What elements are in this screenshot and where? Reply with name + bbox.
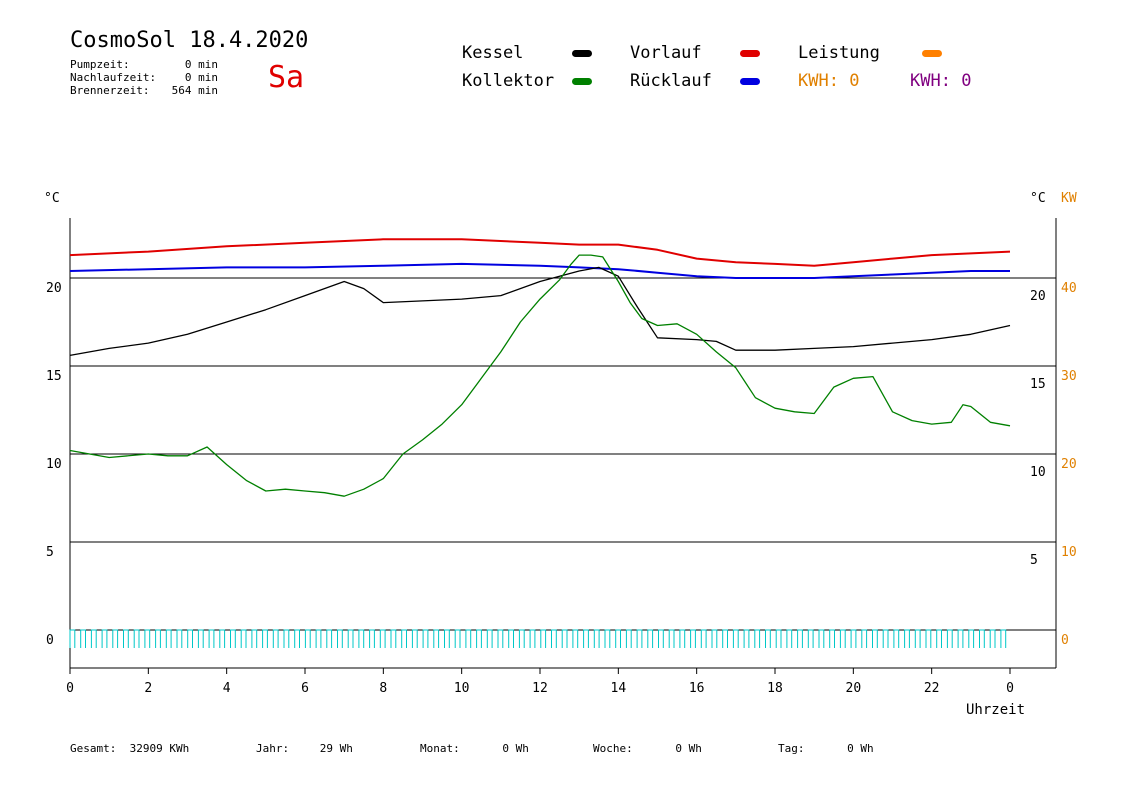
legend-ruecklauf-swatch — [740, 78, 760, 85]
y-tick-left-10: 10 — [46, 457, 62, 472]
grid-lines — [70, 277, 1056, 631]
x-tick-label-6: 12 — [532, 681, 548, 696]
y-axis-right-power-unit: KW — [1061, 191, 1077, 206]
y-tick-right-10: 10 — [1030, 465, 1046, 480]
y-tick-right-5: 5 — [1030, 553, 1038, 568]
y-axis-left-unit: °C — [44, 191, 60, 206]
series-rcklauf — [69, 262, 1010, 279]
x-tick-label-4: 8 — [379, 681, 387, 696]
y-tick-power-0: 0 — [1061, 633, 1069, 648]
x-tick-label-9: 18 — [767, 681, 783, 696]
kwh-1-value: 0 — [849, 71, 860, 91]
y-tick-left-0: 0 — [46, 633, 54, 648]
axes — [69, 218, 1057, 674]
legend-vorlauf-label: Vorlauf — [630, 43, 702, 63]
x-tick-label-12: 0 — [1006, 681, 1014, 696]
x-tick-label-7: 14 — [611, 681, 627, 696]
footer-tag: Tag: 0 Wh — [778, 742, 874, 755]
y-tick-right-20: 20 — [1030, 289, 1046, 304]
y-tick-power-40: 40 — [1061, 281, 1077, 296]
legend-leistung-label: Leistung — [798, 43, 880, 63]
stat-pumpzeit: Pumpzeit: 0 min — [70, 58, 218, 71]
x-tick-label-3: 6 — [301, 681, 309, 696]
legend-kessel-label: Kessel — [462, 43, 524, 63]
legend-kwh-1: KWH: 0 — [798, 71, 859, 91]
y-tick-power-20: 20 — [1061, 457, 1077, 472]
footer-jahr: Jahr: 29 Wh — [256, 742, 353, 755]
y-axis-right-unit: °C — [1030, 191, 1046, 206]
footer-monat: Monat: 0 Wh — [420, 742, 529, 755]
footer-gesamt: Gesamt: 32909 KWh — [70, 742, 190, 755]
series-kessel — [69, 266, 1011, 357]
x-tick-label-2: 4 — [223, 681, 231, 696]
stat-nachlaufzeit: Nachlaufzeit: 0 min — [70, 71, 218, 84]
legend-kollektor-label: Kollektor — [462, 71, 555, 91]
weekday-label: Sa — [268, 60, 305, 95]
x-tick-label-0: 0 — [66, 681, 74, 696]
page-title: CosmoSol 18.4.2020 — [70, 28, 309, 53]
legend-kwh-2: KWH: 0 — [910, 71, 971, 91]
y-tick-left-5: 5 — [46, 545, 54, 560]
y-tick-power-30: 30 — [1061, 369, 1077, 384]
kwh-2-label: KWH: — [910, 71, 951, 91]
tick-labels: 0 5 10 15 20 5 10 15 20 0 10 20 30 40 0 2 4 6 8 10 12 14 16 18 2… — [46, 281, 1077, 696]
series-leistung — [69, 629, 1007, 648]
series-kollektor — [69, 254, 1011, 497]
series-lines — [69, 238, 1011, 648]
x-tick-label-11: 22 — [924, 681, 940, 696]
y-tick-power-10: 10 — [1061, 545, 1077, 560]
x-tick-label-5: 10 — [454, 681, 470, 696]
x-tick-label-1: 2 — [144, 681, 152, 696]
legend-leistung-swatch — [922, 50, 942, 57]
x-axis-label: Uhrzeit — [966, 702, 1025, 718]
footer-woche: Woche: 0 Wh — [593, 742, 702, 755]
y-tick-left-15: 15 — [46, 369, 62, 384]
legend-vorlauf-swatch — [740, 50, 760, 57]
kwh-2-value: 0 — [961, 71, 972, 91]
y-tick-left-20: 20 — [46, 281, 62, 296]
kwh-1-label: KWH: — [798, 71, 839, 91]
x-tick-label-8: 16 — [689, 681, 705, 696]
legend-ruecklauf-label: Rücklauf — [630, 71, 712, 91]
series-vorlauf — [69, 238, 1011, 267]
x-tick-label-10: 20 — [846, 681, 862, 696]
y-tick-right-15: 15 — [1030, 377, 1046, 392]
legend-kollektor-swatch — [572, 78, 592, 85]
legend-kessel-swatch — [572, 50, 592, 57]
stat-brennerzeit: Brennerzeit: 564 min — [70, 84, 218, 97]
stats-block: Pumpzeit: 0 min Nachlaufzeit: 0 min Bren… — [70, 58, 218, 97]
